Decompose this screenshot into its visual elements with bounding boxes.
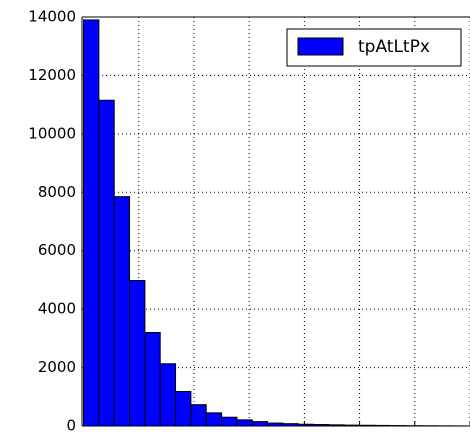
bar [144, 332, 161, 427]
bar [175, 391, 192, 427]
bar [83, 19, 100, 427]
bar [251, 421, 269, 427]
y-tick-label: 10000 [28, 124, 76, 142]
bar [129, 280, 146, 427]
bar [98, 99, 115, 427]
legend-label: tpAtLtPx [358, 37, 430, 57]
y-tick-label: 0 [66, 417, 76, 435]
bar [205, 412, 223, 427]
legend-swatch [297, 37, 344, 56]
y-tick-label: 6000 [38, 241, 76, 259]
bar [159, 363, 177, 427]
y-tick-label: 14000 [28, 8, 76, 26]
bar [190, 404, 207, 427]
bar [113, 196, 131, 427]
bar [221, 416, 238, 427]
y-tick-label: 8000 [38, 183, 76, 201]
bar [236, 419, 253, 427]
y-tick-label: 12000 [28, 66, 76, 84]
y-tick-label: 2000 [38, 358, 76, 376]
y-tick-label: 4000 [38, 300, 76, 318]
